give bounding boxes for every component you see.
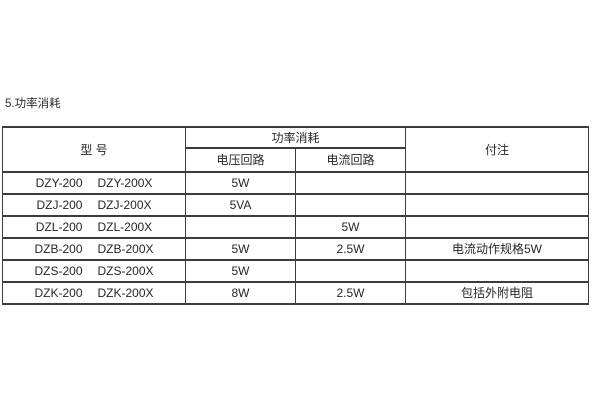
model-b-label: DZY-200X [97,176,153,190]
model-a-label: DZL-200 [35,220,83,234]
header-row-sub: 电压回路 电流回路 [3,147,589,173]
model-pair: DZJ-200 DZJ-200X [4,198,185,212]
model-b-label: DZJ-200X [97,198,152,212]
header-power-group-cell: 功率消耗 [184,126,407,149]
current-cell [294,171,407,195]
model-cell: DZJ-200 DZJ-200X [2,193,186,217]
model-cell: DZB-200 DZB-200X [2,237,186,261]
notes-cell [405,171,590,195]
model-b-label: DZS-200X [97,264,154,278]
model-cell: DZS-200 DZS-200X [2,259,186,283]
header-voltage-cell: 电压回路 [185,147,296,173]
notes-cell: 包括外附电阻 [405,281,590,305]
header-notes-cell: 付注 [405,126,590,173]
table-row: DZS-200 DZS-200X 5W [2,259,590,283]
header-row-group: 型 号 功率消耗 付注 [2,126,590,173]
model-cell: DZY-200 DZY-200X [2,171,186,195]
current-cell [294,193,407,217]
model-a-label: DZY-200 [35,176,83,190]
model-b-label: DZL-200X [97,220,153,234]
voltage-cell: 5W [185,171,296,195]
model-a-label: DZK-200 [34,286,83,300]
notes-cell [405,193,590,217]
voltage-cell: 5W [185,259,296,283]
model-a-label: DZB-200 [34,242,83,256]
model-cell: DZL-200 DZL-200X [2,215,186,239]
voltage-cell [185,215,296,239]
model-b-label: DZK-200X [97,286,154,300]
table-row: DZB-200 DZB-200X 5W 2.5W 电流动作规格5W [2,237,590,261]
table-row: DZY-200 DZY-200X 5W [2,171,590,195]
section-title: 5.功率消耗 [5,98,61,110]
header-current-cell: 电流回路 [294,147,407,173]
model-pair: DZL-200 DZL-200X [4,220,185,234]
model-a-label: DZJ-200 [36,198,83,212]
header-model-cell: 型 号 [2,126,186,173]
current-cell: 2.5W [294,237,407,261]
model-b-label: DZB-200X [97,242,154,256]
voltage-cell: 5W [185,237,296,261]
current-cell: 2.5W [294,281,407,305]
table-row: DZJ-200 DZJ-200X 5VA [2,193,590,217]
notes-cell [405,215,590,239]
model-pair: DZB-200 DZB-200X [4,242,185,256]
notes-cell: 电流动作规格5W [405,237,590,261]
table-row: DZK-200 DZK-200X 8W 2.5W 包括外附电阻 [2,281,590,305]
model-pair: DZY-200 DZY-200X [4,176,185,190]
notes-cell [405,259,590,283]
model-pair: DZS-200 DZS-200X [4,264,185,278]
model-a-label: DZS-200 [34,264,83,278]
power-consumption-table: 型 号 功率消耗 付注 电压回路 电流回路 DZY-200 DZY-200X 5… [2,126,590,305]
model-pair: DZK-200 DZK-200X [4,286,185,300]
table-row: DZL-200 DZL-200X 5W [2,215,590,239]
current-cell: 5W [294,215,407,239]
voltage-cell: 5VA [185,193,296,217]
voltage-cell: 8W [185,281,296,305]
model-cell: DZK-200 DZK-200X [2,281,186,305]
current-cell [294,259,407,283]
